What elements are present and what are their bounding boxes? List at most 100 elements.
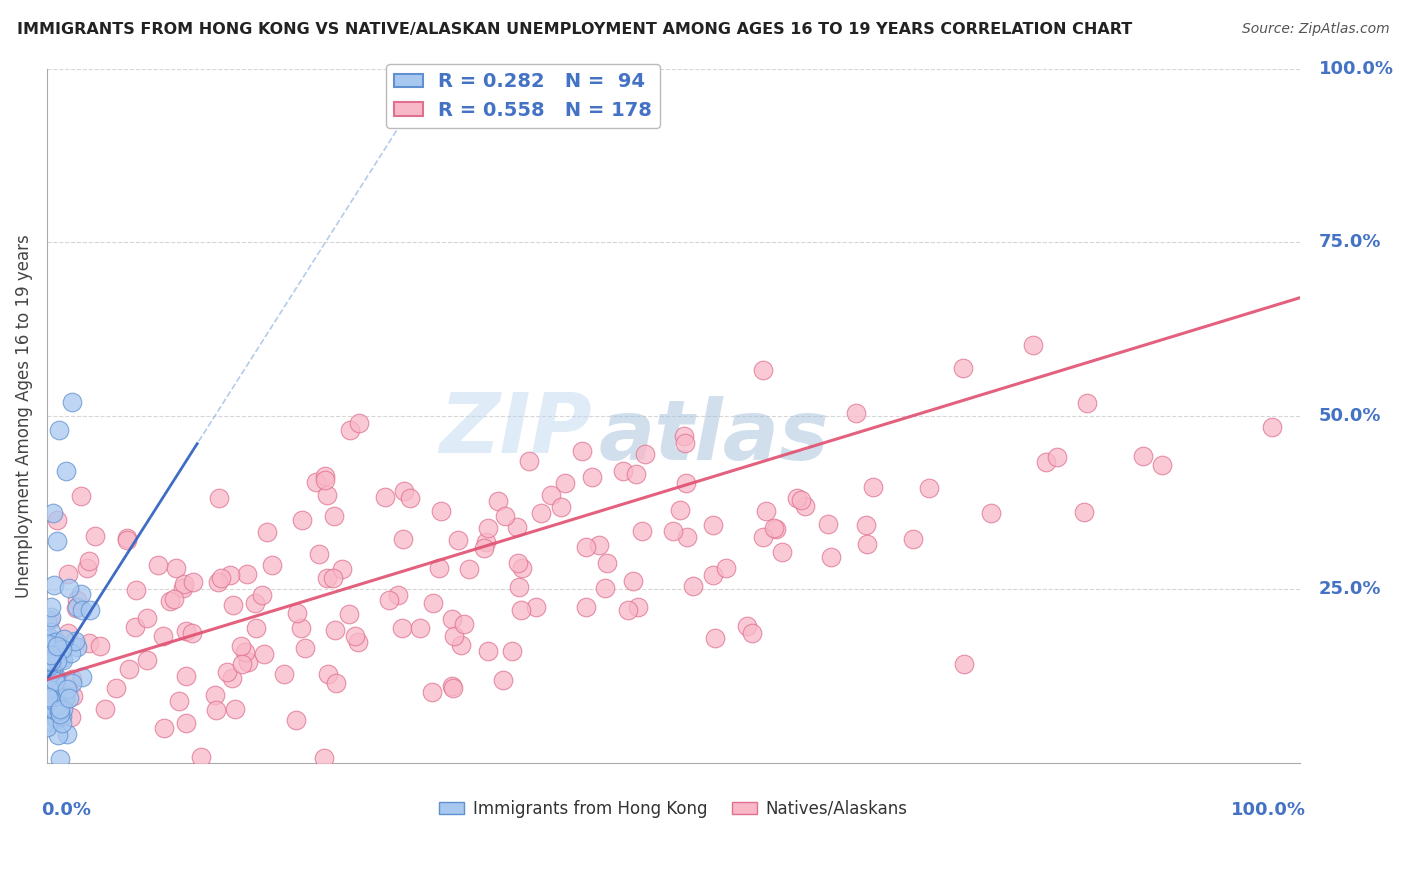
Point — [236, 566, 259, 581]
Point — [39, 624, 62, 639]
Point — [66, 599, 89, 614]
Point — [59, 646, 82, 660]
Point — [37, 680, 59, 694]
Text: 100.0%: 100.0% — [1230, 801, 1306, 820]
Point — [339, 423, 361, 437]
Point — [60, 395, 83, 409]
Point — [634, 447, 657, 461]
Point — [41, 665, 63, 679]
Point — [45, 711, 67, 725]
Point — [44, 645, 66, 659]
Point — [510, 561, 533, 575]
Point — [56, 681, 79, 696]
Point — [245, 621, 267, 635]
Point — [37, 676, 59, 690]
Point — [48, 704, 70, 718]
Point — [49, 706, 72, 721]
Point — [44, 637, 66, 651]
Point — [56, 566, 79, 581]
Point — [702, 518, 724, 533]
Point — [682, 579, 704, 593]
Point — [530, 507, 553, 521]
Point — [492, 673, 515, 688]
Point — [42, 577, 65, 591]
Point — [588, 538, 610, 552]
Point — [39, 678, 62, 692]
Point — [35, 657, 58, 671]
Point — [58, 691, 80, 706]
Point — [51, 650, 73, 665]
Point — [41, 660, 63, 674]
Point — [152, 629, 174, 643]
Y-axis label: Unemployment Among Ages 16 to 19 years: Unemployment Among Ages 16 to 19 years — [15, 234, 32, 598]
Point — [702, 568, 724, 582]
Point — [62, 675, 84, 690]
Point — [571, 444, 593, 458]
Point — [44, 673, 66, 688]
Point — [45, 533, 67, 548]
Point — [472, 541, 495, 556]
Point — [181, 574, 204, 589]
Point — [63, 634, 86, 648]
Point — [509, 603, 531, 617]
Point — [250, 588, 273, 602]
Text: 100.0%: 100.0% — [1319, 60, 1393, 78]
Point — [38, 693, 60, 707]
Point — [752, 530, 775, 544]
Point — [440, 679, 463, 693]
Point — [409, 621, 432, 635]
Point — [41, 665, 63, 680]
Point — [224, 702, 246, 716]
Point — [575, 600, 598, 615]
Point — [37, 662, 59, 676]
Point — [45, 674, 67, 689]
Point — [45, 686, 67, 700]
Point — [165, 561, 187, 575]
Point — [524, 600, 547, 615]
Point — [422, 596, 444, 610]
Point — [1076, 395, 1098, 409]
Point — [447, 533, 470, 547]
Point — [39, 654, 62, 668]
Point — [56, 626, 79, 640]
Point — [181, 626, 204, 640]
Point — [305, 475, 328, 489]
Point — [387, 588, 409, 602]
Text: ZIP: ZIP — [439, 389, 592, 470]
Point — [217, 665, 239, 679]
Point — [44, 635, 66, 649]
Point — [70, 603, 93, 617]
Point — [1046, 450, 1069, 464]
Point — [39, 648, 62, 662]
Point — [45, 633, 67, 648]
Point — [540, 488, 562, 502]
Point — [37, 655, 59, 669]
Point — [741, 625, 763, 640]
Point — [38, 654, 60, 668]
Point — [37, 673, 59, 687]
Point — [243, 596, 266, 610]
Point — [794, 499, 817, 513]
Point — [735, 619, 758, 633]
Point — [392, 483, 415, 498]
Point — [69, 587, 91, 601]
Point — [855, 517, 877, 532]
Point — [221, 672, 243, 686]
Point — [273, 666, 295, 681]
Point — [855, 536, 877, 550]
Point — [174, 669, 197, 683]
Point — [343, 628, 366, 642]
Point — [672, 429, 695, 443]
Point — [51, 642, 73, 657]
Point — [486, 494, 509, 508]
Point — [236, 655, 259, 669]
Point — [703, 631, 725, 645]
Text: 75.0%: 75.0% — [1319, 233, 1381, 252]
Point — [207, 574, 229, 589]
Point — [45, 670, 67, 684]
Text: IMMIGRANTS FROM HONG KONG VS NATIVE/ALASKAN UNEMPLOYMENT AMONG AGES 16 TO 19 YEA: IMMIGRANTS FROM HONG KONG VS NATIVE/ALAS… — [17, 22, 1132, 37]
Point — [294, 640, 316, 655]
Point — [347, 417, 370, 431]
Point — [48, 648, 70, 663]
Point — [167, 693, 190, 707]
